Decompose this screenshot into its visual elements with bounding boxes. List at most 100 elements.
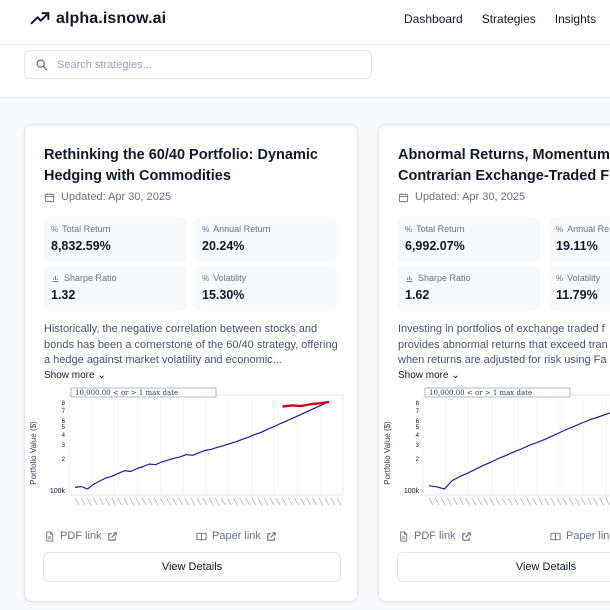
y-tick-label: 8 xyxy=(62,401,66,407)
y-tick-label: 7 xyxy=(416,409,420,415)
view-details-button[interactable]: View Details xyxy=(43,552,341,582)
x-tick-label xyxy=(202,497,208,506)
y-tick-label: 100k xyxy=(50,488,66,495)
x-tick-label xyxy=(99,497,104,506)
x-tick-label xyxy=(562,497,568,506)
search-bar-section xyxy=(0,45,610,98)
x-tick-label xyxy=(74,497,80,506)
x-tick-label xyxy=(92,497,98,506)
card-title[interactable]: Abnormal Returns, Momentum, Contrarian E… xyxy=(398,145,610,187)
main-nav: Dashboard Strategies Insights P xyxy=(404,12,610,26)
x-tick-label xyxy=(153,497,159,506)
x-tick-label xyxy=(507,497,513,506)
metric-label: Volatility xyxy=(213,273,247,283)
pdf-link[interactable]: PDF link xyxy=(398,530,472,542)
chart-banner-text: 10,000.00 < or > 1 max date xyxy=(429,389,532,397)
y-tick-label: 2 xyxy=(416,457,420,463)
x-tick-label xyxy=(159,497,165,506)
x-tick-label xyxy=(251,497,257,506)
x-tick-label xyxy=(587,497,592,506)
metric-value: 8,832.59% xyxy=(51,239,111,253)
pdf-link[interactable]: PDF link xyxy=(44,530,118,542)
metric-total-return: % Total Return 8,832.59% xyxy=(44,217,186,262)
metric-annual-return: % Annual Re 19.11% xyxy=(549,217,610,262)
updated-date: Updated: Apr 30, 2025 xyxy=(398,191,525,203)
pdf-link-label: PDF link xyxy=(414,530,456,542)
x-tick-label xyxy=(178,497,183,506)
card-title[interactable]: Rethinking the 60/40 Portfolio: Dynamic … xyxy=(44,147,318,184)
pdf-link-label: PDF link xyxy=(60,530,102,542)
metric-value: 6,992.07% xyxy=(405,239,465,253)
paper-link[interactable]: Paper link xyxy=(196,530,277,542)
strategy-card: Abnormal Returns, Momentum, Contrarian E… xyxy=(378,124,610,602)
metric-label: Total Return xyxy=(62,224,111,234)
x-tick-label xyxy=(227,497,232,506)
y-tick-label: 3 xyxy=(416,443,420,449)
x-tick-label xyxy=(593,497,598,506)
x-tick-label xyxy=(465,497,470,506)
x-tick-label xyxy=(489,497,495,506)
x-tick-label xyxy=(117,497,122,506)
trending-up-icon xyxy=(30,12,50,25)
x-tick-label xyxy=(581,497,586,506)
y-tick-label: 5 xyxy=(62,425,66,431)
x-tick-label xyxy=(239,497,244,506)
x-tick-label xyxy=(538,497,543,506)
card-title-text: Abnormal Returns, Momentum, Contrarian E… xyxy=(398,147,610,184)
chevron-down-icon: ⌄ xyxy=(97,370,106,381)
brand-link[interactable]: alpha.isnow.ai xyxy=(30,9,166,29)
y-tick-label: 5 xyxy=(416,425,420,431)
metric-label: Annual Re xyxy=(567,224,610,234)
x-tick-label xyxy=(440,497,446,506)
y-tick-label: 8 xyxy=(416,401,420,407)
bar-chart-icon xyxy=(52,275,59,282)
x-tick-label xyxy=(526,497,531,506)
x-tick-label xyxy=(550,497,556,506)
search-input[interactable] xyxy=(57,58,347,71)
updated-text: Updated: Apr 30, 2025 xyxy=(415,191,526,203)
book-icon xyxy=(550,532,561,541)
search-box xyxy=(24,50,372,79)
paper-link[interactable]: Paper lin xyxy=(550,530,609,542)
x-tick-label xyxy=(324,497,330,506)
x-tick-label xyxy=(459,497,464,506)
external-link-icon xyxy=(461,531,471,541)
metric-value: 20.24% xyxy=(202,239,245,253)
x-tick-label xyxy=(269,497,275,506)
chart-banner xyxy=(424,387,571,398)
x-tick-label xyxy=(513,497,519,506)
nav-dashboard[interactable]: Dashboard xyxy=(404,12,463,26)
x-tick-label xyxy=(208,497,214,506)
nav-strategies[interactable]: Strategies xyxy=(481,12,536,26)
x-tick-label xyxy=(141,497,147,506)
x-tick-label xyxy=(532,497,537,506)
metric-value: 15.30% xyxy=(202,288,245,302)
portfolio-series-line xyxy=(428,412,610,490)
view-details-button[interactable]: View Details xyxy=(397,552,610,582)
show-more-toggle[interactable]: Show more ⌄ xyxy=(44,370,106,381)
x-tick-label xyxy=(190,497,196,506)
metric-label: Annual Return xyxy=(213,224,271,234)
x-tick-label xyxy=(520,497,525,506)
metric-volatility: % Volatility 15.30% xyxy=(195,266,337,311)
metric-sharpe-ratio: Sharpe Ratio 1.32 xyxy=(44,266,186,311)
x-tick-label xyxy=(318,497,324,506)
x-tick-label xyxy=(306,497,311,506)
card-description: Investing in portfolios of exchange trad… xyxy=(398,323,608,366)
percent-icon: % xyxy=(51,224,59,234)
show-more-toggle[interactable]: Show more ⌄ xyxy=(398,370,460,381)
brand-name: alpha.isnow.ai xyxy=(56,10,167,27)
y-tick-label: 3 xyxy=(62,443,66,449)
y-tick-label: 7 xyxy=(62,409,66,415)
card-description: Historically, the negative correlation b… xyxy=(44,323,338,366)
x-tick-label xyxy=(574,497,580,506)
y-tick-label: 6 xyxy=(62,419,66,425)
portfolio-chart: Portfolio Value ($) 100k 2 3 4 56 7 8 10,000.00 … xyxy=(29,387,344,506)
metric-label: Total Return xyxy=(416,224,465,234)
nav-insights[interactable]: Insights xyxy=(554,12,597,26)
x-tick-label xyxy=(245,497,250,506)
calendar-icon xyxy=(44,192,55,202)
percent-icon: % xyxy=(556,273,564,283)
x-tick-label xyxy=(80,497,86,506)
x-tick-label xyxy=(111,497,116,506)
